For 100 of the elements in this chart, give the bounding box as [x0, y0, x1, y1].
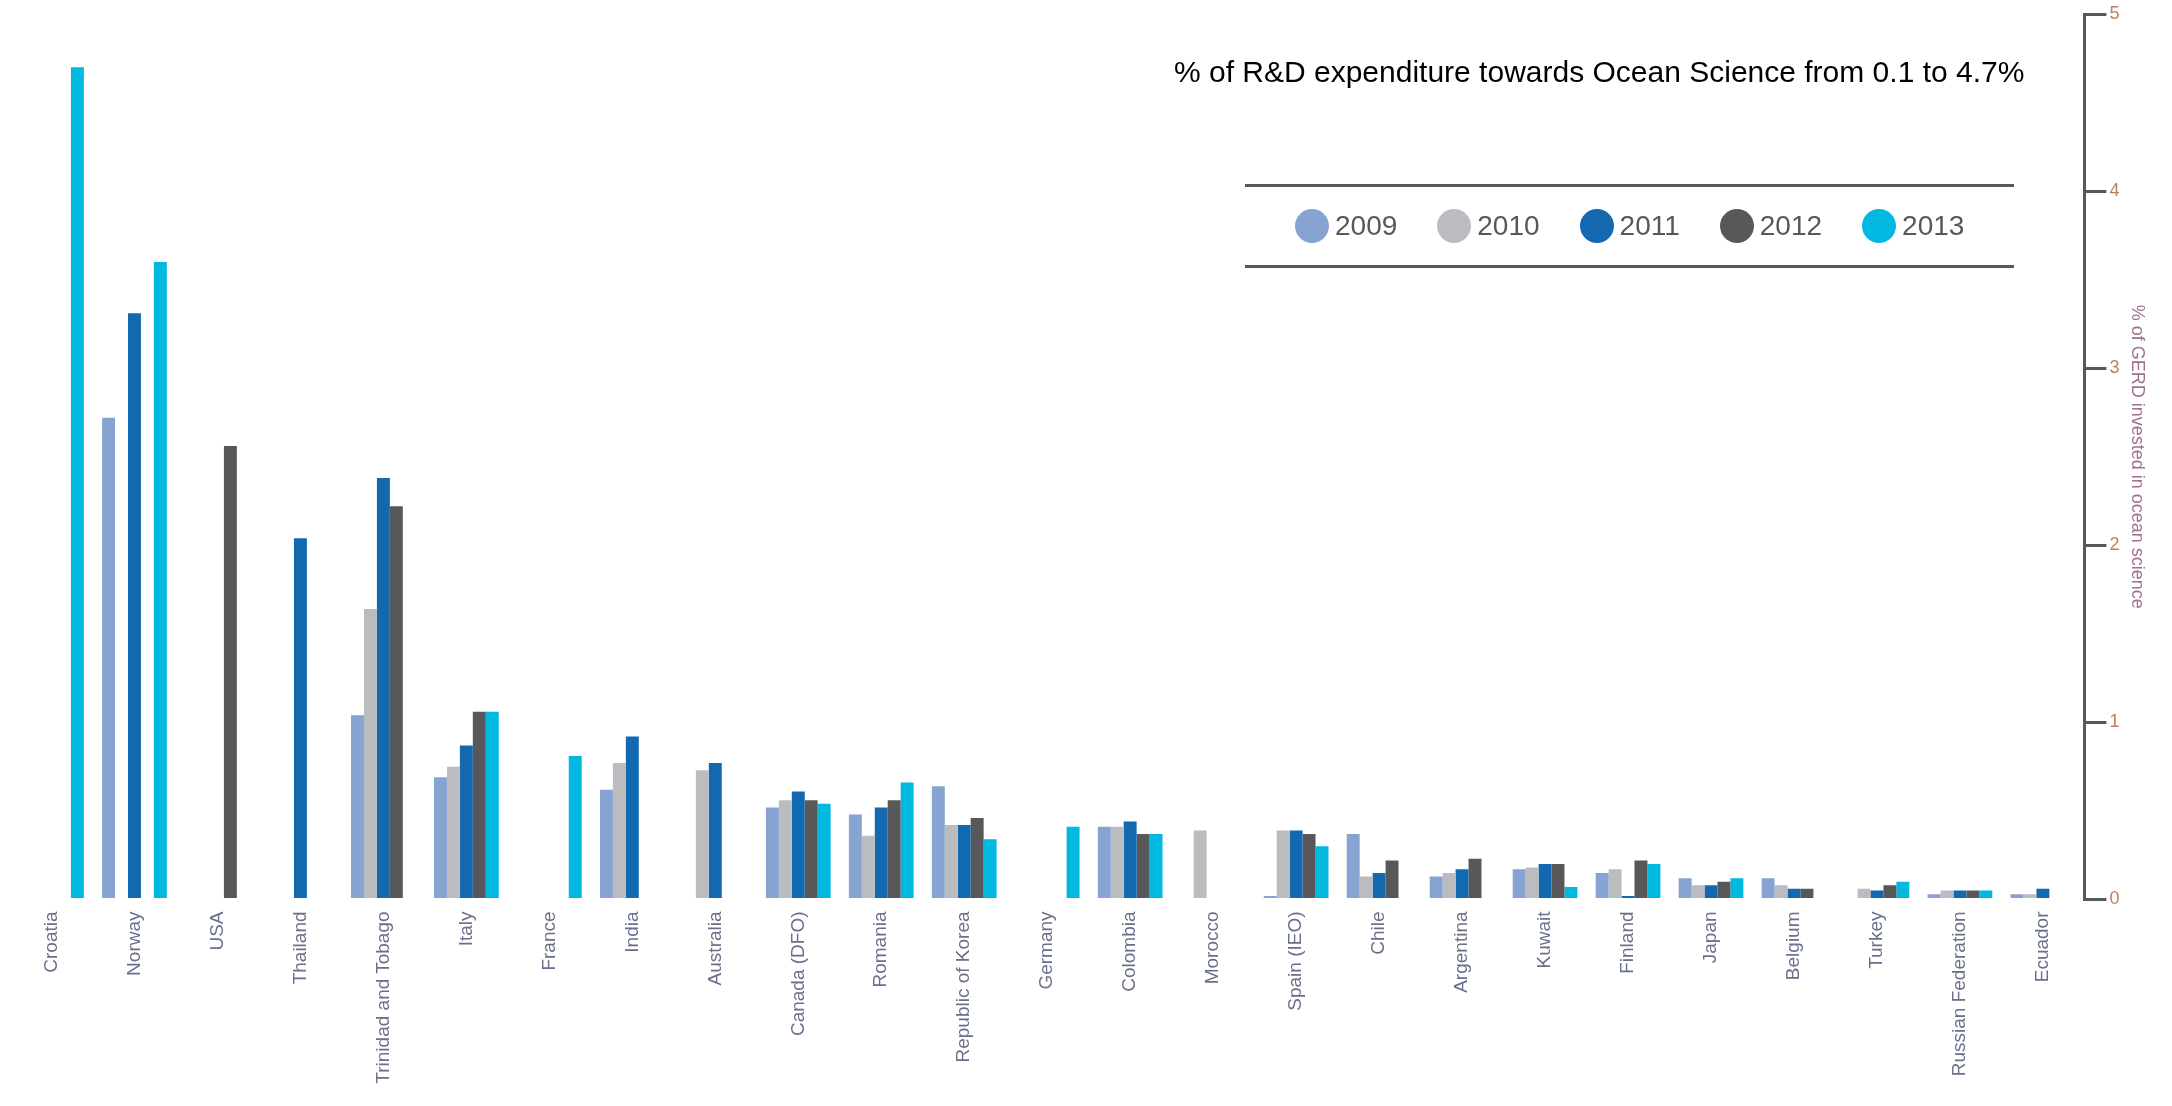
bar	[1761, 878, 1775, 898]
y-tick-label: 2	[2109, 534, 2120, 555]
bar	[1800, 888, 1814, 898]
bar	[1595, 872, 1609, 898]
bar	[708, 763, 722, 898]
bar	[434, 777, 447, 898]
bar	[1468, 858, 1482, 898]
bar	[625, 736, 639, 898]
bar	[1346, 833, 1360, 898]
bar	[983, 839, 997, 898]
bar	[1883, 885, 1897, 898]
bar	[1525, 867, 1539, 898]
bar	[2036, 888, 2050, 898]
bar	[861, 835, 875, 898]
y-axis-title: % of GERD invested in ocean science	[2128, 304, 2149, 609]
bar	[459, 745, 473, 898]
bar	[944, 825, 958, 898]
bar	[1372, 872, 1386, 898]
bar	[1276, 830, 1290, 898]
y-tick-label: 3	[2109, 357, 2120, 378]
bar	[612, 763, 626, 898]
bar	[223, 446, 237, 898]
bar	[1857, 888, 1871, 898]
bar	[957, 825, 971, 898]
bar	[1647, 864, 1661, 898]
x-tick-label: Norway	[122, 910, 144, 976]
x-tick-label: Romania	[869, 911, 891, 988]
x-tick-label: Canada (DFO)	[786, 911, 808, 1037]
bar	[376, 477, 390, 898]
bar	[70, 67, 84, 898]
x-tick-label: India	[620, 911, 642, 953]
bar	[1927, 894, 1941, 898]
x-tick-label: Republic of Korea	[952, 911, 974, 1063]
x-tick-label: Italy	[454, 910, 476, 947]
bar	[1385, 860, 1399, 898]
x-tick-label: Ecuador	[2031, 910, 2053, 983]
x-tick-label: Spain (IEO)	[1284, 911, 1306, 1011]
bar	[1512, 869, 1526, 898]
bar	[1429, 876, 1443, 898]
x-tick-label: Morocco	[1201, 911, 1223, 985]
bar	[127, 313, 141, 898]
bar	[848, 814, 862, 898]
bar	[1149, 833, 1163, 898]
x-tick-label: Turkey	[1865, 910, 1887, 969]
x-tick-label: Trinidad and Tobago	[371, 911, 393, 1084]
x-tick-label: France	[537, 911, 559, 971]
bar	[1538, 864, 1552, 898]
bar	[446, 766, 460, 898]
bar	[1953, 890, 1967, 898]
bar	[2023, 894, 2037, 898]
bar	[1193, 830, 1207, 898]
bar	[351, 715, 364, 898]
x-tick-label: Belgium	[1782, 911, 1804, 981]
bar	[1442, 872, 1456, 898]
x-tick-label: Kuwait	[1533, 910, 1555, 969]
bar	[931, 786, 945, 898]
bar	[363, 609, 377, 898]
bar	[1564, 887, 1578, 898]
bar	[1787, 888, 1801, 898]
bar	[778, 800, 792, 898]
bar	[1966, 890, 1980, 898]
bar	[2010, 894, 2024, 898]
legend-label: 2010	[1477, 210, 1540, 242]
bar	[1634, 860, 1648, 898]
bar	[1289, 830, 1303, 898]
bar	[1896, 881, 1910, 898]
y-tick-label: 1	[2109, 711, 2120, 732]
bar	[1551, 864, 1565, 898]
legend-label: 2011	[1619, 210, 1680, 242]
bar	[1263, 895, 1277, 898]
x-tick-label: USA	[205, 911, 227, 951]
bar	[1455, 869, 1469, 898]
bar	[900, 782, 914, 898]
bar	[1678, 878, 1692, 898]
bar	[817, 803, 831, 898]
x-tick-label: Russian Federation	[1948, 911, 1970, 1077]
text: % of R&D expenditure towards Ocean Science from 0.1 to 4.7%	[1173, 55, 2025, 89]
legend-label: 2009	[1334, 210, 1398, 242]
x-tick-label: Finland	[1616, 911, 1638, 974]
bar	[1774, 885, 1788, 898]
bar	[568, 756, 582, 898]
bar	[1136, 833, 1150, 898]
bar	[970, 818, 984, 898]
y-tick-label: 5	[2109, 2, 2120, 23]
bar	[1097, 826, 1111, 898]
bar	[1691, 885, 1705, 898]
x-tick-label: Thailand	[288, 911, 310, 985]
bar	[695, 770, 709, 898]
x-tick-label: Germany	[1035, 910, 1057, 990]
bar	[1302, 833, 1316, 898]
bar	[1066, 826, 1080, 898]
y-tick-label: 4	[2109, 180, 2120, 201]
bar	[1870, 890, 1884, 898]
bar	[153, 261, 167, 898]
bar	[1979, 890, 1993, 898]
x-tick-label: Argentina	[1450, 911, 1472, 993]
bar	[874, 807, 888, 898]
bar	[887, 800, 901, 898]
bar	[804, 800, 818, 898]
x-tick-label: Japan	[1699, 911, 1721, 964]
